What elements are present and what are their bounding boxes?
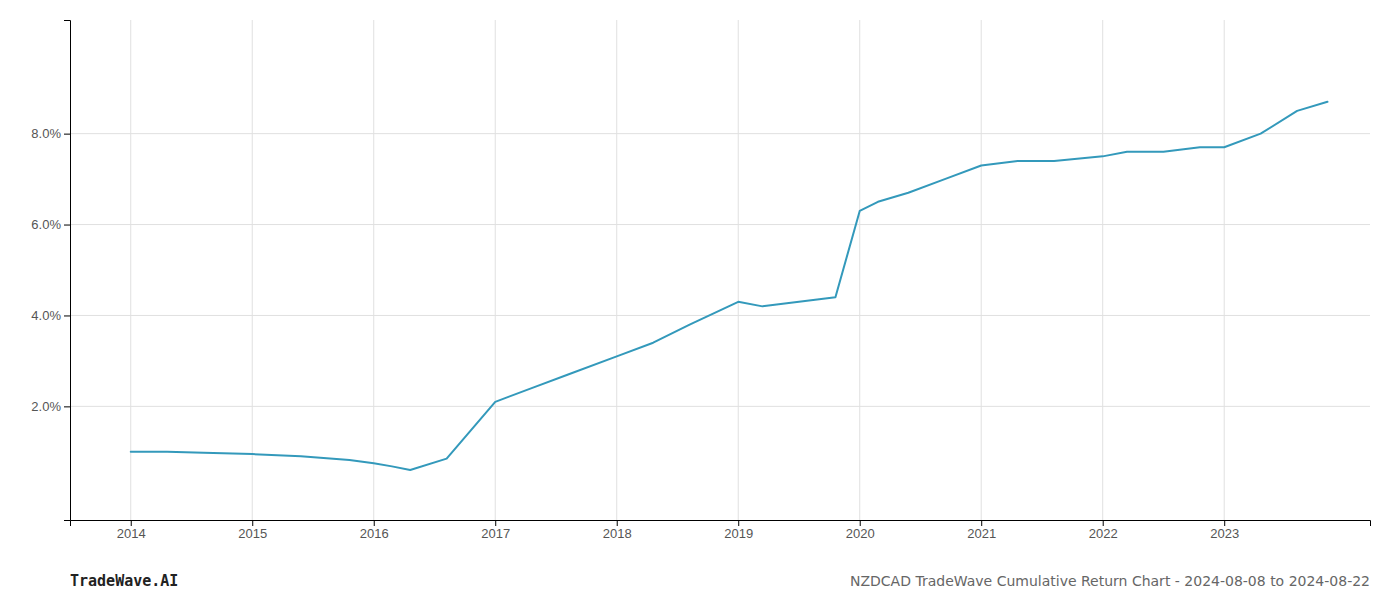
y-axis-line	[64, 21, 71, 521]
y-tick-label: 4.0%	[31, 308, 61, 323]
y-tick: 6.0%	[31, 217, 70, 232]
x-grid-line	[130, 20, 131, 520]
x-grid-line	[859, 20, 860, 520]
x-grid-line	[1224, 20, 1225, 520]
x-tick-mark	[981, 520, 982, 526]
x-tick: 2018	[603, 520, 632, 541]
x-tick-mark	[131, 520, 132, 526]
y-axis: 2.0% 4.0% 6.0% 8.0%	[31, 21, 70, 521]
x-tick-label: 2017	[481, 526, 510, 541]
y-grid-line	[70, 133, 1370, 134]
x-tick-label: 2020	[846, 526, 875, 541]
x-tick: 2022	[1089, 520, 1118, 541]
x-tick-mark	[1103, 520, 1104, 526]
x-axis: 2014 2015 2016 2017 2018 2019 2020 2021 2022 2023	[71, 520, 1371, 541]
plot-area: 2014 2015 2016 2017 2018 2019 2020 2021 2022 2023…	[31, 20, 1370, 541]
y-tick: 8.0%	[31, 126, 70, 141]
chart: 2014 2015 2016 2017 2018 2019 2020 2021 2022 2023…	[0, 0, 1400, 600]
x-grid-line	[616, 20, 617, 520]
x-tick-mark	[617, 520, 618, 526]
marks	[131, 102, 1328, 470]
y-tick-mark	[64, 315, 70, 316]
y-tick-label: 8.0%	[31, 126, 61, 141]
x-tick-label: 2019	[724, 526, 753, 541]
y-tick-mark	[64, 406, 70, 407]
x-grid-line	[1102, 20, 1103, 520]
y-grid-line	[70, 406, 1370, 407]
y-grid-line	[70, 315, 1370, 316]
x-tick-label: 2016	[360, 526, 389, 541]
y-tick: 4.0%	[31, 308, 70, 323]
x-tick: 2020	[846, 520, 875, 541]
x-tick-label: 2022	[1089, 526, 1118, 541]
y-tick-mark	[64, 225, 70, 226]
x-tick-mark	[252, 520, 253, 526]
x-grid-line	[495, 20, 496, 520]
x-tick: 2016	[360, 520, 389, 541]
x-tick: 2019	[724, 520, 753, 541]
x-tick: 2015	[238, 520, 267, 541]
x-grid-line	[373, 20, 374, 520]
y-tick-label: 6.0%	[31, 217, 61, 232]
x-tick-label: 2014	[117, 526, 146, 541]
x-tick-mark	[1224, 520, 1225, 526]
x-tick: 2021	[967, 520, 996, 541]
line	[131, 102, 1328, 470]
x-tick: 2017	[481, 520, 510, 541]
x-tick-label: 2021	[967, 526, 996, 541]
x-tick-mark	[495, 520, 496, 526]
x-tick: 2014	[117, 520, 146, 541]
x-tick: 2023	[1210, 520, 1239, 541]
x-tick-mark	[860, 520, 861, 526]
x-grid-line	[738, 20, 739, 520]
y-grid-line	[70, 224, 1370, 225]
x-grid-line	[981, 20, 982, 520]
x-tick-mark	[374, 520, 375, 526]
grid	[70, 20, 1370, 520]
title: NZDCAD TradeWave Cumulative Return Chart…	[850, 573, 1370, 589]
x-tick-label: 2018	[603, 526, 632, 541]
y-tick-label: 2.0%	[31, 399, 61, 414]
x-tick-label: 2015	[238, 526, 267, 541]
x-axis-line	[71, 521, 1371, 527]
x-grid-line	[252, 20, 253, 520]
watermark: TradeWave.AI	[70, 572, 178, 590]
y-tick-mark	[64, 134, 70, 135]
y-tick: 2.0%	[31, 399, 70, 414]
x-tick-mark	[738, 520, 739, 526]
x-tick-label: 2023	[1210, 526, 1239, 541]
